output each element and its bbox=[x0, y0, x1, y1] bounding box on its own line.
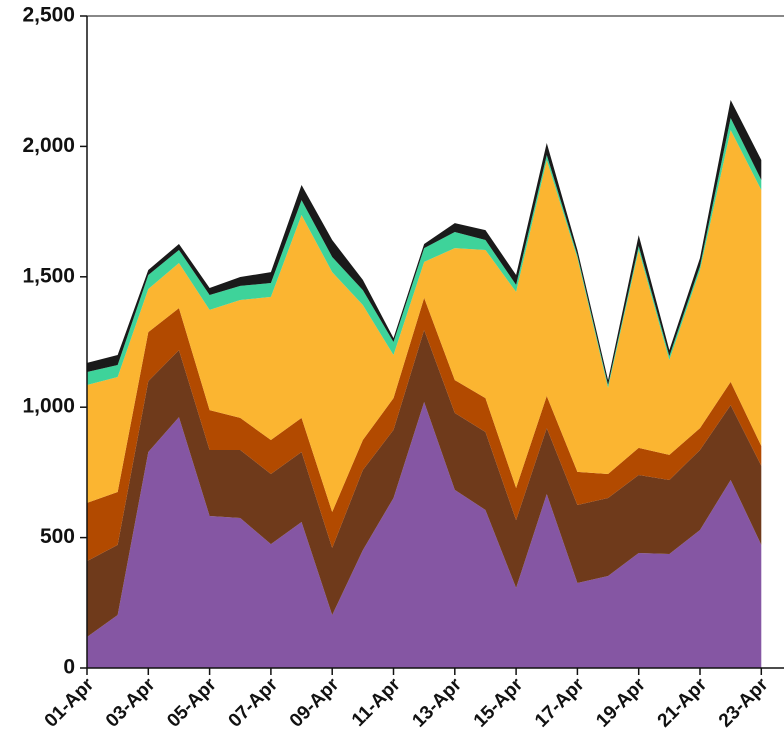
x-tick-label: 05-Apr bbox=[163, 674, 221, 732]
area bbox=[87, 401, 762, 668]
x-tick-label: 21-Apr bbox=[654, 674, 712, 732]
y-tick-label: 500 bbox=[40, 525, 75, 548]
plot-area bbox=[87, 99, 762, 668]
y-tick-label: 1,500 bbox=[22, 264, 75, 287]
y-tick-label: 2,000 bbox=[22, 134, 75, 157]
y-tick-label: 0 bbox=[63, 656, 75, 679]
y-tick-label: 1,000 bbox=[22, 395, 75, 418]
x-tick-label: 23-Apr bbox=[715, 674, 773, 732]
area bbox=[87, 297, 762, 562]
x-tick-label: 19-Apr bbox=[592, 674, 650, 732]
area bbox=[87, 129, 762, 513]
x-tick-label: 17-Apr bbox=[531, 674, 589, 732]
x-tick-label: 03-Apr bbox=[102, 674, 160, 732]
x-tick-label: 13-Apr bbox=[408, 674, 466, 732]
y-tick-label: 2,500 bbox=[22, 4, 75, 27]
area bbox=[87, 117, 762, 388]
x-tick-label: 15-Apr bbox=[470, 674, 528, 732]
x-tick-label: 09-Apr bbox=[286, 674, 344, 732]
x-tick-label: 07-Apr bbox=[225, 674, 283, 732]
x-tick-label: 11-Apr bbox=[348, 674, 405, 731]
area bbox=[87, 330, 762, 637]
x-tick-label: 01-Apr bbox=[41, 674, 99, 732]
